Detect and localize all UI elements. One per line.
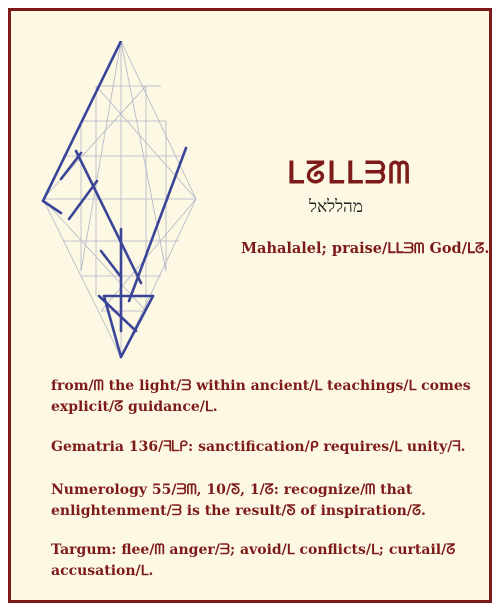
targum-paragraph: Targum: flee/ᗰ anger/ᗱ; avoid/ᒪ conflict…: [51, 542, 456, 579]
gematria-paragraph: Gematria 136/ᖷᒪᑭ: sanctification/ᑭ requi…: [51, 439, 466, 455]
word-gloss: Mahalalel; praise/ᒪᒪᗱᗰ God/ᒪᘔ.: [241, 240, 490, 257]
commentary-paragraph: from/ᗰ the light/ᗱ within ancient/ᒪ teac…: [51, 378, 471, 415]
paleo-hebrew-word: ᒪᘔᒪᒪᗱᗰ: [287, 156, 412, 191]
diamond-grid-diagram: [41, 41, 197, 359]
hebrew-word: מהללאל: [309, 197, 363, 217]
numerology-paragraph: Numerology 55/ᗱᗰ, 10/ᘕ, 1/ᘔ: recognize/ᗰ…: [51, 482, 426, 519]
card-frame: ᒪᘔᒪᒪᗱᗰ מהללאל Mahalalel; praise/ᒪᒪᗱᗰ God…: [8, 8, 492, 603]
